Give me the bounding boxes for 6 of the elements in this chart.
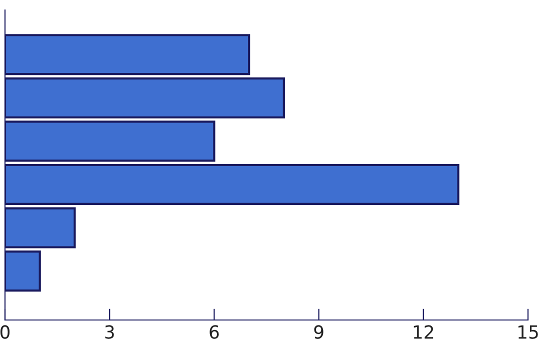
x-tick-label: 6 bbox=[210, 325, 219, 339]
x-tick-label: 0 bbox=[0, 325, 10, 339]
x-tick-label: 3 bbox=[105, 325, 114, 339]
x-tick-label: 12 bbox=[414, 325, 434, 339]
x-tick-label: 15 bbox=[518, 325, 538, 339]
x-tick-label: 9 bbox=[314, 325, 324, 339]
